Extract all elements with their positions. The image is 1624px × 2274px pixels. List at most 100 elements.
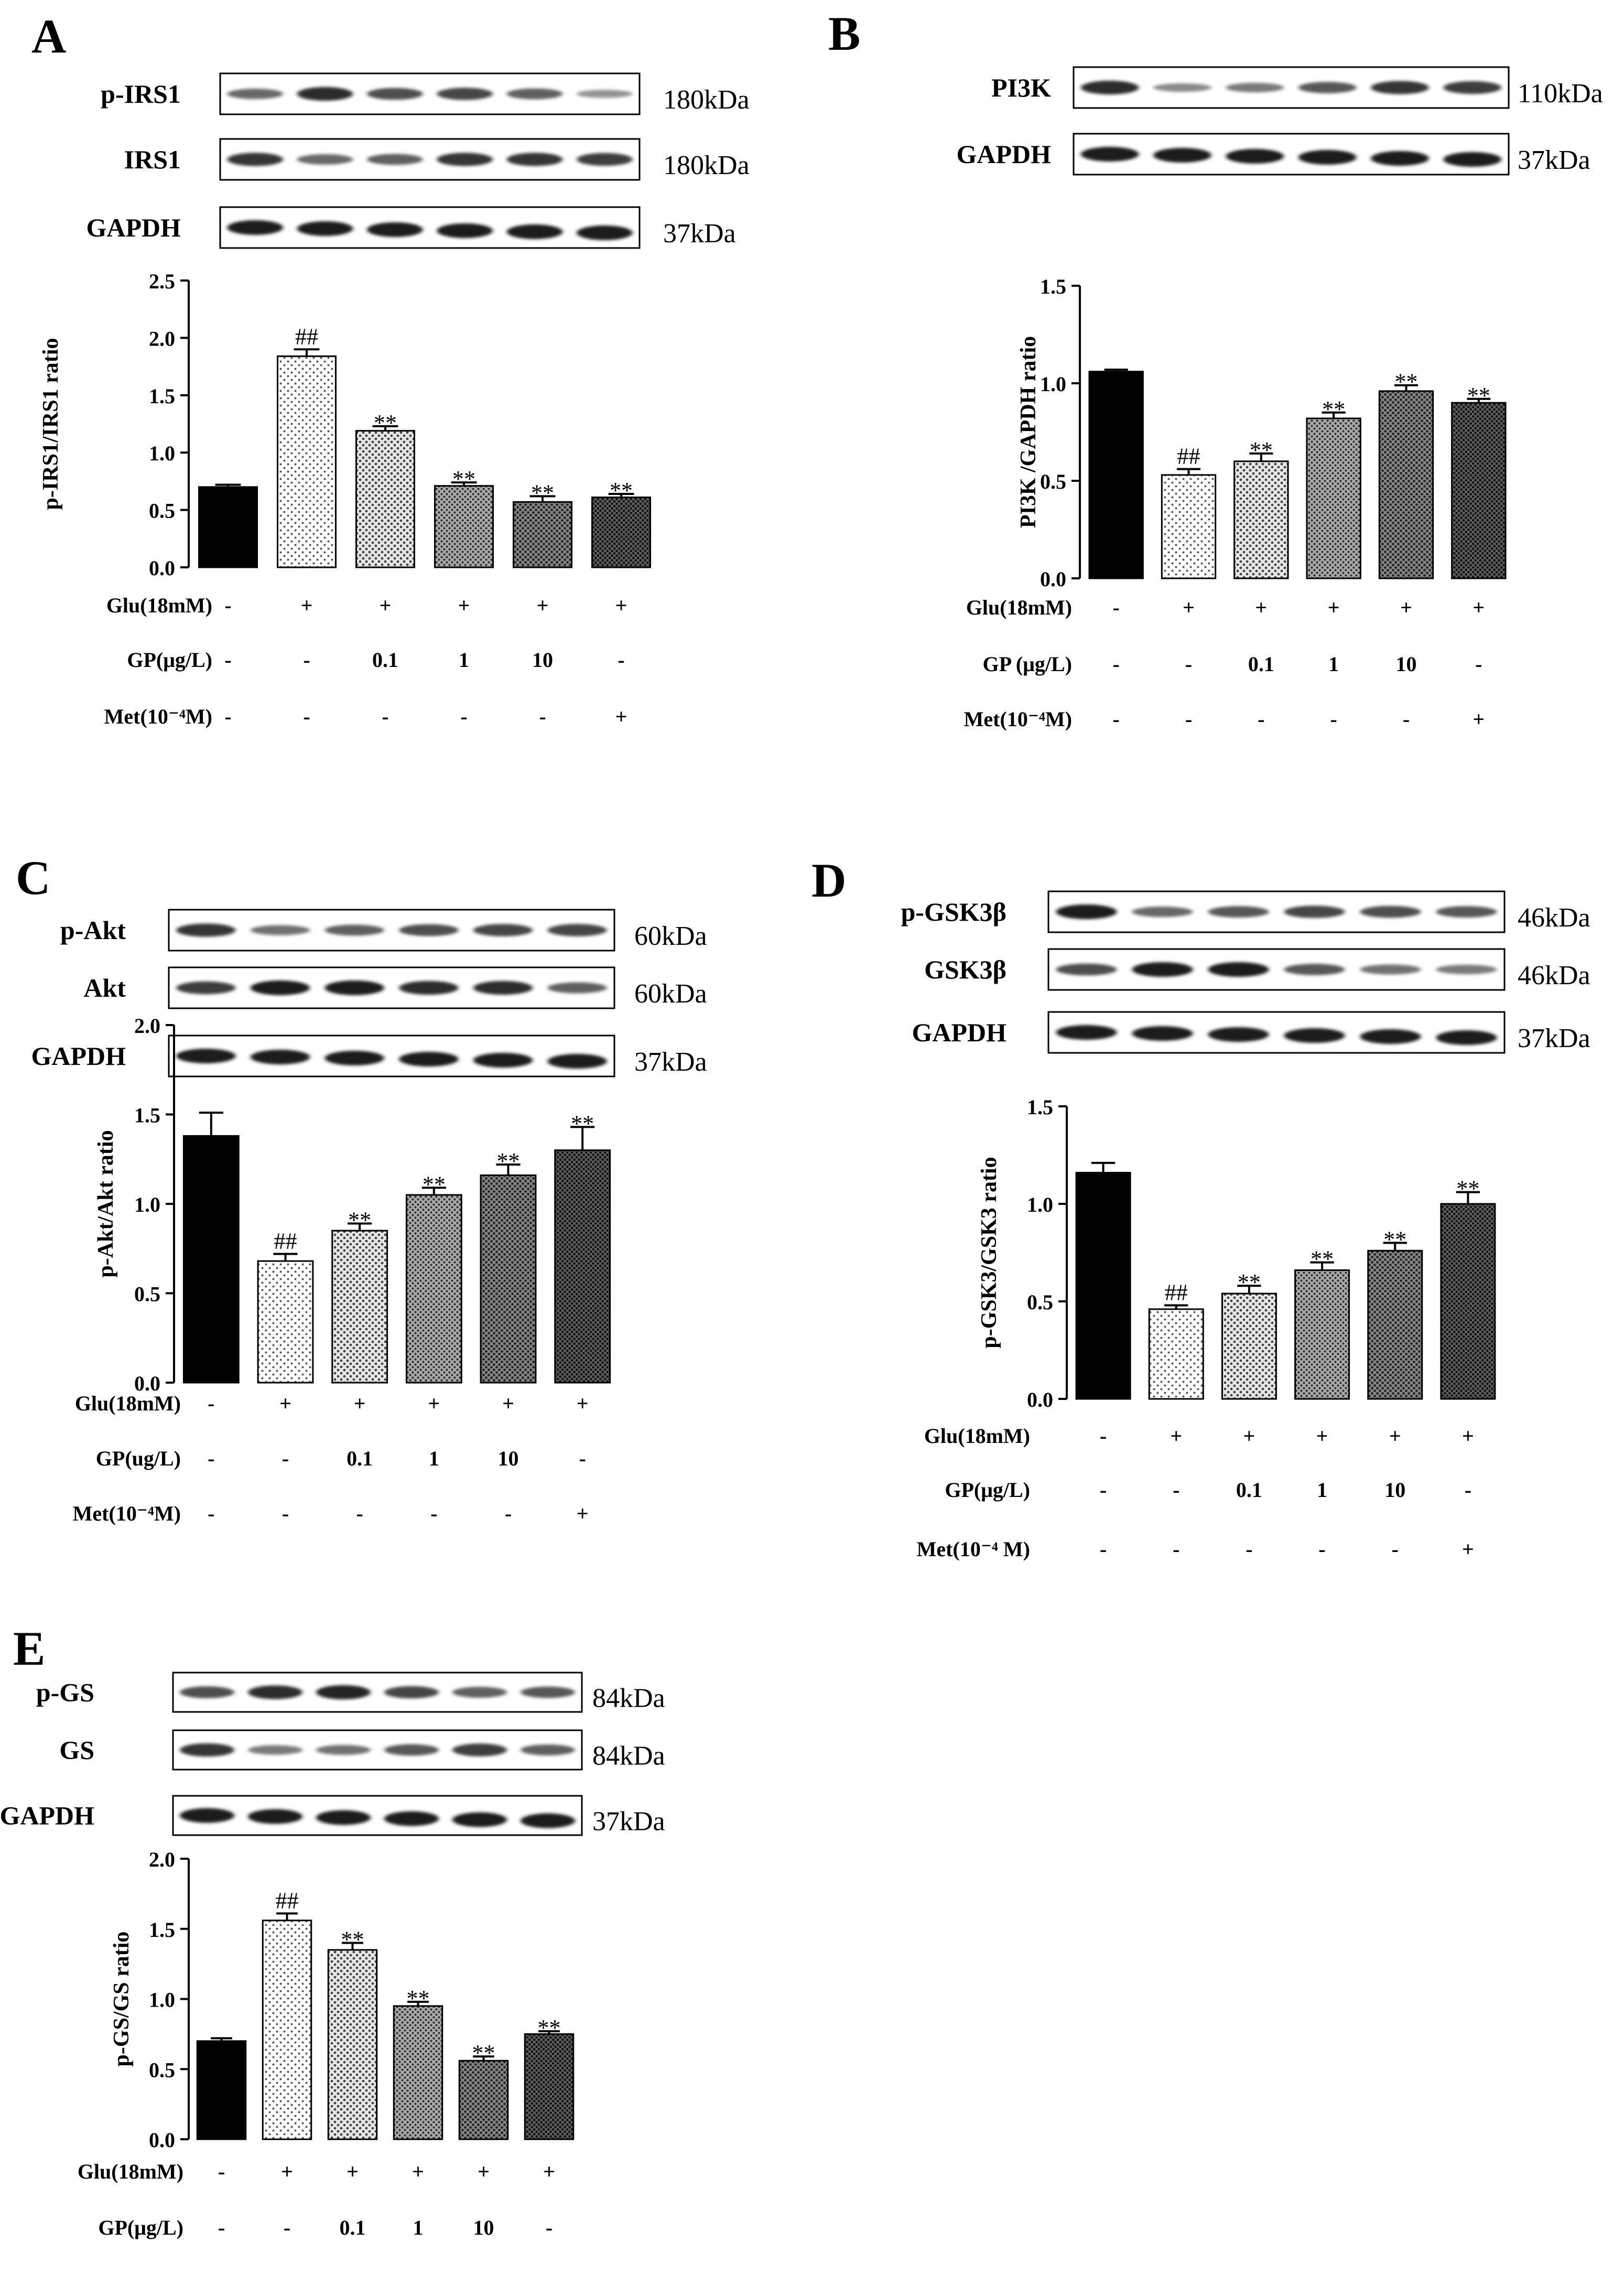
- blot-band: [384, 1811, 439, 1826]
- significance-marker: ##: [276, 1888, 299, 1913]
- condition-value: +: [537, 594, 549, 617]
- blot-label: GAPDH: [956, 139, 1051, 169]
- blot-band: [1443, 81, 1502, 94]
- condition-value: -: [284, 2272, 290, 2274]
- blot-band: [250, 1050, 310, 1064]
- condition-value: -: [282, 1502, 289, 1525]
- condition-value: -: [1392, 1537, 1399, 1561]
- blot-band: [577, 225, 633, 240]
- blot-frame: [1073, 133, 1510, 176]
- blot-band: [506, 224, 563, 239]
- blot-label: p-Akt: [60, 915, 126, 945]
- condition-value: 0.1: [347, 1447, 373, 1470]
- condition-label: Glu(18mM): [75, 1392, 181, 1415]
- blot-band: [1080, 147, 1139, 161]
- blot-band: [547, 982, 607, 994]
- condition-value: -: [415, 2272, 421, 2274]
- condition-value: +: [412, 2160, 424, 2183]
- y-tick-label: 0.0: [1040, 567, 1066, 591]
- bar: [198, 486, 258, 568]
- blot-band: [1436, 964, 1497, 975]
- condition-value: +: [1389, 1424, 1401, 1448]
- bar-chart: 0.0 0.5 1.0 1.5 2.0 p-Akt/Akt ratio ## ** ** ** **: [94, 1014, 611, 1395]
- blot-band: [367, 88, 423, 100]
- condition-value: 10: [532, 648, 553, 672]
- blot-band: [316, 1685, 371, 1700]
- significance-marker: **: [610, 478, 633, 503]
- blot-frame: [172, 1795, 583, 1836]
- condition-label: GP(μg/L): [98, 2216, 183, 2239]
- blot-label: GAPDH: [31, 1041, 126, 1071]
- blot-label: PI3K: [991, 73, 1051, 102]
- condition-row: Met(10⁻⁴M)-----+: [964, 707, 1485, 731]
- blot-strip: GAPDH 37kDa: [0, 1795, 665, 1837]
- blot-band: [399, 1052, 459, 1066]
- blot-label: GS: [59, 1736, 94, 1765]
- condition-value: -: [1403, 707, 1410, 731]
- condition-value: -: [1113, 652, 1120, 676]
- molecular-weight-label: 180kDa: [663, 150, 750, 180]
- blot-strip: GAPDH 37kDa: [956, 133, 1590, 176]
- significance-marker: ##: [1177, 444, 1200, 469]
- blot-band: [1132, 1026, 1193, 1041]
- condition-value: -: [382, 705, 388, 728]
- blot-band: [1208, 906, 1269, 918]
- condition-label: GP(ug/L): [96, 1447, 181, 1470]
- condition-value: -: [1475, 652, 1482, 676]
- bar: [393, 2005, 443, 2140]
- blot-band: [297, 154, 353, 165]
- bar-chart: 0.0 0.5 1.0 1.5 2.0 p-GS/GS ratio ## ** ** ** **: [110, 1848, 575, 2152]
- blot-strip: p-Akt 60kDa: [60, 909, 707, 952]
- bar: [182, 1135, 240, 1384]
- condition-value: 1: [429, 1447, 439, 1470]
- condition-value: 1: [1328, 652, 1339, 676]
- bar: [1367, 1249, 1423, 1400]
- condition-value: +: [354, 1392, 366, 1415]
- y-tick-label: 2.0: [149, 1848, 175, 1871]
- condition-label: Met(10⁻⁴M): [104, 705, 212, 728]
- molecular-weight-label: 60kDa: [634, 979, 707, 1009]
- condition-value: +: [281, 2160, 293, 2183]
- condition-row: Met(10⁻⁴M)-----+: [104, 705, 627, 728]
- y-tick-label: 0.0: [149, 556, 175, 580]
- molecular-weight-label: 180kDa: [663, 85, 750, 115]
- condition-value: 10: [1396, 652, 1417, 676]
- blot-band: [176, 1049, 236, 1063]
- condition-row: GP(μg/L) - - 0.1 1 10 -: [945, 1478, 1471, 1502]
- bar: [196, 2040, 247, 2140]
- bar: [257, 1260, 314, 1384]
- significance-marker: **: [497, 1148, 520, 1174]
- blot-band: [367, 154, 423, 165]
- molecular-weight-label: 46kDa: [1518, 961, 1590, 990]
- condition-value: +: [1400, 596, 1412, 619]
- condition-label: Glu(18mM): [924, 1424, 1030, 1448]
- blot-strip: p-IRS1 180kDa: [101, 72, 750, 115]
- bar: [458, 2060, 509, 2140]
- condition-value: 10: [473, 2216, 494, 2239]
- blot-strip: Akt 60kDa: [83, 966, 707, 1009]
- condition-value: +: [1183, 596, 1195, 619]
- blot-band: [248, 1685, 302, 1699]
- condition-row: Met(10⁻⁴ M) - - - - - +: [917, 1537, 1474, 1561]
- blot-frame: [168, 1034, 615, 1077]
- y-tick-label: 1.0: [134, 1193, 160, 1216]
- y-tick-label: 0.5: [1040, 470, 1066, 493]
- condition-value: 10: [1384, 1478, 1405, 1502]
- condition-value: +: [577, 1502, 589, 1525]
- blot-band: [248, 1809, 302, 1824]
- blot-band: [452, 1687, 507, 1698]
- blot-band: [250, 980, 310, 995]
- blot-frame: [168, 966, 615, 1009]
- blot-band: [1080, 80, 1139, 95]
- bar: [513, 501, 572, 568]
- blot-band: [521, 1686, 575, 1698]
- blot-band: [227, 220, 283, 235]
- y-tick-label: 1.0: [1027, 1193, 1053, 1216]
- blot-frame: [1073, 66, 1510, 109]
- blot-band: [1132, 907, 1193, 917]
- bar: [1440, 1203, 1496, 1400]
- bar: [1161, 474, 1217, 579]
- blot-band: [547, 924, 607, 936]
- panel-e: Ep-GS 84kDa GS 84kDa GAPDH 37kDa 0.0 0.5 1.0 1.5 2…: [0, 1622, 665, 2274]
- condition-value: -: [1246, 1537, 1252, 1561]
